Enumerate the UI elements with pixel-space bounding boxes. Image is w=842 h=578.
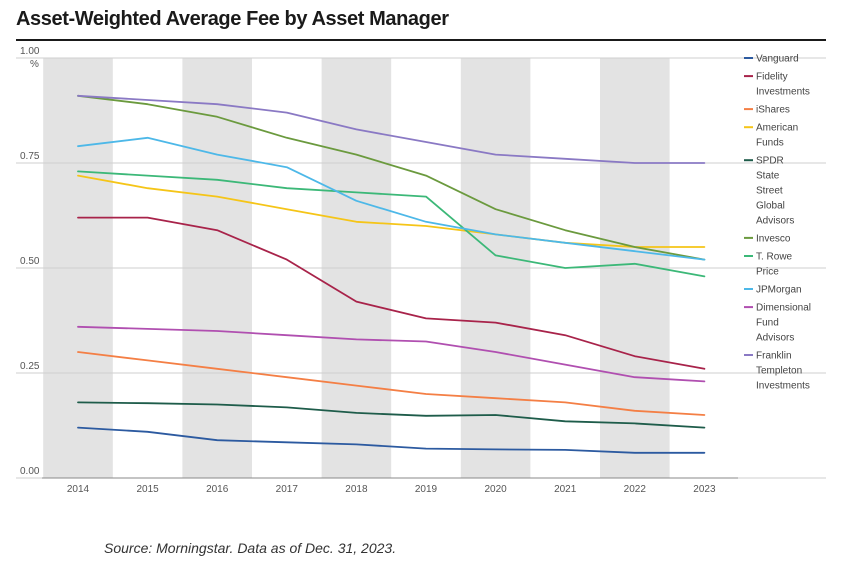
x-tick-label: 2021 bbox=[554, 484, 577, 495]
legend-label-jpmorgan: JPMorgan bbox=[756, 285, 802, 296]
y-unit-label: % bbox=[30, 59, 39, 70]
series-line-ishares bbox=[77, 351, 706, 416]
source-note: Source: Morningstar. Data as of Dec. 31,… bbox=[104, 540, 397, 556]
series-lines bbox=[77, 94, 706, 454]
x-tick-label: 2014 bbox=[67, 484, 90, 495]
series-line-fidelity-investments bbox=[77, 216, 706, 370]
y-tick-label: 0.00 bbox=[20, 466, 40, 477]
legend-label-ishares: iShares bbox=[756, 105, 790, 116]
x-tick-label: 2022 bbox=[624, 484, 647, 495]
legend: Vanguard Fidelity Investments iShares Americ… bbox=[744, 54, 811, 392]
y-tick-label: 0.25 bbox=[20, 361, 40, 372]
series-line-invesco bbox=[77, 94, 706, 261]
legend-label-dimensional-fund-advisors: Dimensional Fund Advisors bbox=[756, 303, 811, 344]
series-line-jpmorgan bbox=[77, 136, 706, 261]
series-line-franklin-templeton-investments bbox=[77, 94, 706, 164]
x-tick-label: 2019 bbox=[415, 484, 438, 495]
x-tick-label: 2016 bbox=[206, 484, 229, 495]
legend-label-spdr-state-street-global-advisors: SPDR State Street Global Advisors bbox=[756, 156, 794, 227]
legend-label-invesco: Invesco bbox=[756, 233, 791, 244]
x-tick-labels: 2014 2015 2016 2017 2018 2019 2020 2021 2022 2023 bbox=[67, 484, 716, 495]
legend-label-vanguard: Vanguard bbox=[756, 54, 799, 65]
y-tick-label: 0.75 bbox=[20, 151, 40, 162]
chart-title: Asset-Weighted Average Fee by Asset Mana… bbox=[16, 8, 449, 30]
y-gridlines: 0.00 0.25 0.50 0.75 1.00 bbox=[16, 46, 826, 479]
y-tick-label: 0.50 bbox=[20, 256, 40, 267]
x-tick-label: 2020 bbox=[484, 484, 507, 495]
x-tick-label: 2023 bbox=[693, 484, 716, 495]
title-rule bbox=[16, 39, 826, 41]
series-line-dimensional-fund-advisors bbox=[77, 325, 706, 383]
x-tick-label: 2017 bbox=[276, 484, 299, 495]
series-line-spdr-state-street-global-advisors bbox=[77, 401, 706, 429]
legend-label-t-rowe-price: T. Rowe Price bbox=[756, 252, 793, 278]
series-line-vanguard bbox=[77, 426, 706, 454]
y-tick-label: 1.00 bbox=[20, 46, 40, 57]
series-line-american-funds bbox=[77, 174, 706, 248]
series-line-t-rowe-price bbox=[77, 170, 706, 278]
legend-label-franklin-templeton-investments: Franklin Templeton Investments bbox=[756, 351, 810, 392]
x-tick-label: 2015 bbox=[136, 484, 159, 495]
legend-label-fidelity-investments: Fidelity Investments bbox=[756, 72, 810, 98]
legend-label-american-funds: American Funds bbox=[756, 123, 798, 149]
x-tick-label: 2018 bbox=[345, 484, 368, 495]
